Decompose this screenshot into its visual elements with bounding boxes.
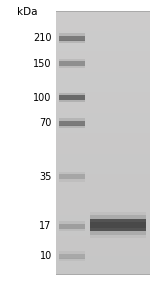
Bar xyxy=(59,36,85,41)
Bar xyxy=(59,66,85,68)
Bar xyxy=(59,224,85,229)
Text: 100: 100 xyxy=(33,93,52,103)
Bar xyxy=(56,274,150,275)
Bar xyxy=(90,215,146,235)
Bar xyxy=(59,258,85,261)
Bar xyxy=(59,174,85,179)
Bar xyxy=(59,251,85,254)
Bar xyxy=(59,172,85,174)
Bar xyxy=(59,254,85,259)
Bar xyxy=(59,95,85,100)
Text: 70: 70 xyxy=(39,118,52,128)
Bar xyxy=(59,118,85,121)
Text: 17: 17 xyxy=(39,221,52,231)
Text: 150: 150 xyxy=(33,59,52,69)
Bar xyxy=(90,212,146,238)
Bar xyxy=(59,33,85,36)
Bar xyxy=(59,121,85,126)
Bar xyxy=(59,179,85,182)
Text: 10: 10 xyxy=(39,251,52,261)
Bar xyxy=(90,219,146,231)
Bar xyxy=(56,11,150,12)
Bar xyxy=(59,93,85,95)
Bar xyxy=(59,221,85,224)
Bar xyxy=(56,11,150,275)
Text: 210: 210 xyxy=(33,33,52,43)
Bar xyxy=(90,222,146,228)
Bar xyxy=(59,40,85,43)
Bar xyxy=(59,61,85,66)
Bar xyxy=(59,59,85,61)
Bar xyxy=(59,100,85,102)
Text: 35: 35 xyxy=(39,172,52,182)
Bar xyxy=(59,125,85,128)
Bar xyxy=(59,229,85,231)
Text: kDa: kDa xyxy=(17,7,37,17)
